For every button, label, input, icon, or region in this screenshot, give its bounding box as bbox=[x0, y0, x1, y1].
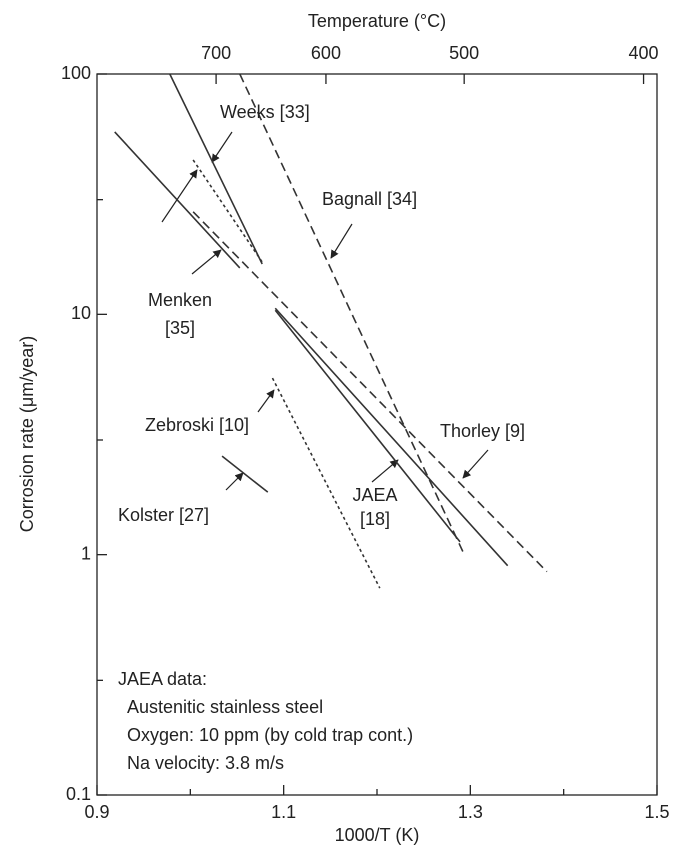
x2-tick-label: 400 bbox=[629, 43, 659, 63]
annotation: [18] bbox=[360, 509, 390, 529]
series-line bbox=[274, 309, 461, 543]
y-tick-label: 0.1 bbox=[66, 784, 91, 804]
arrows bbox=[161, 131, 489, 491]
y-axis-label: Corrosion rate (μm/year) bbox=[17, 336, 37, 532]
annotation: Thorley [9] bbox=[440, 421, 525, 441]
x2-tick-label: 700 bbox=[201, 43, 231, 63]
annotation: Menken bbox=[148, 290, 212, 310]
series-line bbox=[274, 307, 509, 567]
series-line bbox=[192, 159, 263, 263]
note-line: JAEA data: bbox=[118, 669, 207, 689]
x2-axis-label: Temperature (°C) bbox=[308, 11, 446, 31]
series-line bbox=[114, 131, 241, 269]
x-tick-label: 1.3 bbox=[458, 802, 483, 822]
annotation: JAEA bbox=[352, 485, 397, 505]
annotation: Kolster [27] bbox=[118, 505, 209, 525]
x2-tick-label: 500 bbox=[449, 43, 479, 63]
x2-tick-label: 600 bbox=[311, 43, 341, 63]
y-tick-label: 10 bbox=[71, 303, 91, 323]
y-tick-label: 100 bbox=[61, 63, 91, 83]
note-line: Oxygen: 10 ppm (by cold trap cont.) bbox=[127, 725, 413, 745]
x-tick-label: 1.5 bbox=[644, 802, 669, 822]
series-line bbox=[221, 455, 269, 493]
series-line bbox=[192, 211, 548, 573]
x-axis-label: 1000/T (K) bbox=[335, 825, 420, 845]
series-line bbox=[239, 73, 464, 552]
annotation: Bagnall [34] bbox=[322, 189, 417, 209]
series-line bbox=[271, 377, 381, 589]
x-tick-label: 0.9 bbox=[84, 802, 109, 822]
annotation: Zebroski [10] bbox=[145, 415, 249, 435]
note-line: Na velocity: 3.8 m/s bbox=[127, 753, 284, 773]
series-line bbox=[169, 73, 263, 265]
x-tick-label: 1.1 bbox=[271, 802, 296, 822]
note-line: Austenitic stainless steel bbox=[127, 697, 323, 717]
y-tick-label: 1 bbox=[81, 543, 91, 563]
annotation: [35] bbox=[165, 318, 195, 338]
annotation: Weeks [33] bbox=[220, 102, 310, 122]
